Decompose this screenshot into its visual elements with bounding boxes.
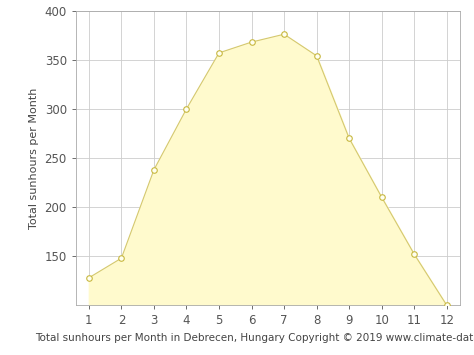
Y-axis label: Total sunhours per Month: Total sunhours per Month: [29, 87, 39, 229]
X-axis label: Total sunhours per Month in Debrecen, Hungary Copyright © 2019 www.climate-data.: Total sunhours per Month in Debrecen, Hu…: [35, 333, 474, 343]
